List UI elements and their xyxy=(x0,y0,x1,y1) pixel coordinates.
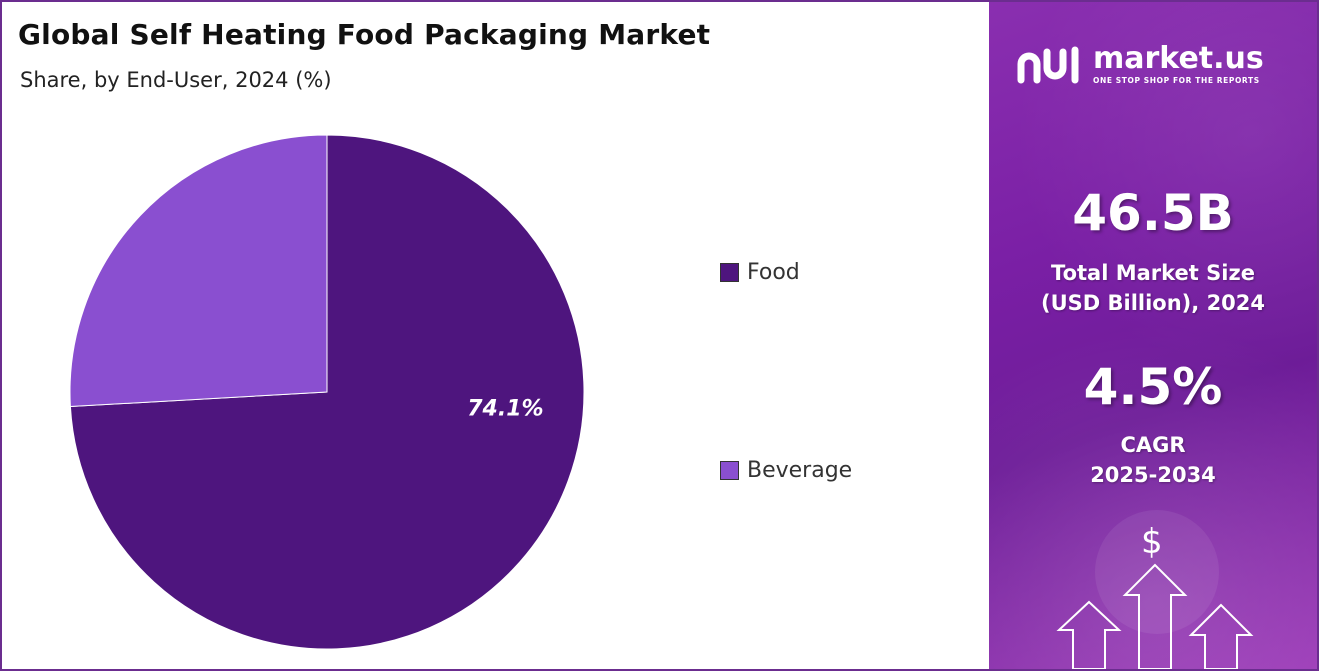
growth-arrows-icon xyxy=(1056,510,1254,669)
brand-name: market.us xyxy=(1093,40,1264,76)
market-size-label-line1: Total Market Size xyxy=(1051,261,1255,285)
market-size-label-line2: (USD Billion), 2024 xyxy=(1040,291,1266,315)
pie-slice-beverage xyxy=(69,134,328,408)
legend-item-food: Food xyxy=(720,260,800,285)
chart-title: Global Self Heating Food Packaging Marke… xyxy=(18,18,711,51)
data-label-food: 74.1% xyxy=(467,396,543,421)
cagr-value: 4.5% xyxy=(1083,358,1223,416)
background-overlay xyxy=(989,2,1317,669)
pie-chart: 74.1% xyxy=(69,134,585,650)
legend-item-beverage: Beverage xyxy=(720,458,852,483)
brand-logo: market.us ONE STOP SHOP FOR THE REPORTS xyxy=(1015,42,1264,86)
chart-panel: Global Self Heating Food Packaging Marke… xyxy=(2,2,987,669)
cagr-period: 2025-2034 xyxy=(1090,463,1216,487)
dollar-icon: $ xyxy=(1141,522,1163,562)
market-us-logo-icon xyxy=(1017,46,1079,84)
legend-label-food: Food xyxy=(747,260,800,285)
chart-subtitle: Share, by End-User, 2024 (%) xyxy=(20,68,332,92)
legend-swatch-food xyxy=(720,263,739,282)
brand-tagline: ONE STOP SHOP FOR THE REPORTS xyxy=(1093,75,1260,85)
market-size-value: 46.5B xyxy=(1072,184,1234,242)
legend-swatch-beverage xyxy=(720,461,739,480)
market-summary-panel: $ market.us ONE STOP SHOP FOR THE REPORT… xyxy=(989,2,1317,669)
legend-label-beverage: Beverage xyxy=(747,458,853,483)
cagr-label: CAGR xyxy=(1120,433,1186,457)
